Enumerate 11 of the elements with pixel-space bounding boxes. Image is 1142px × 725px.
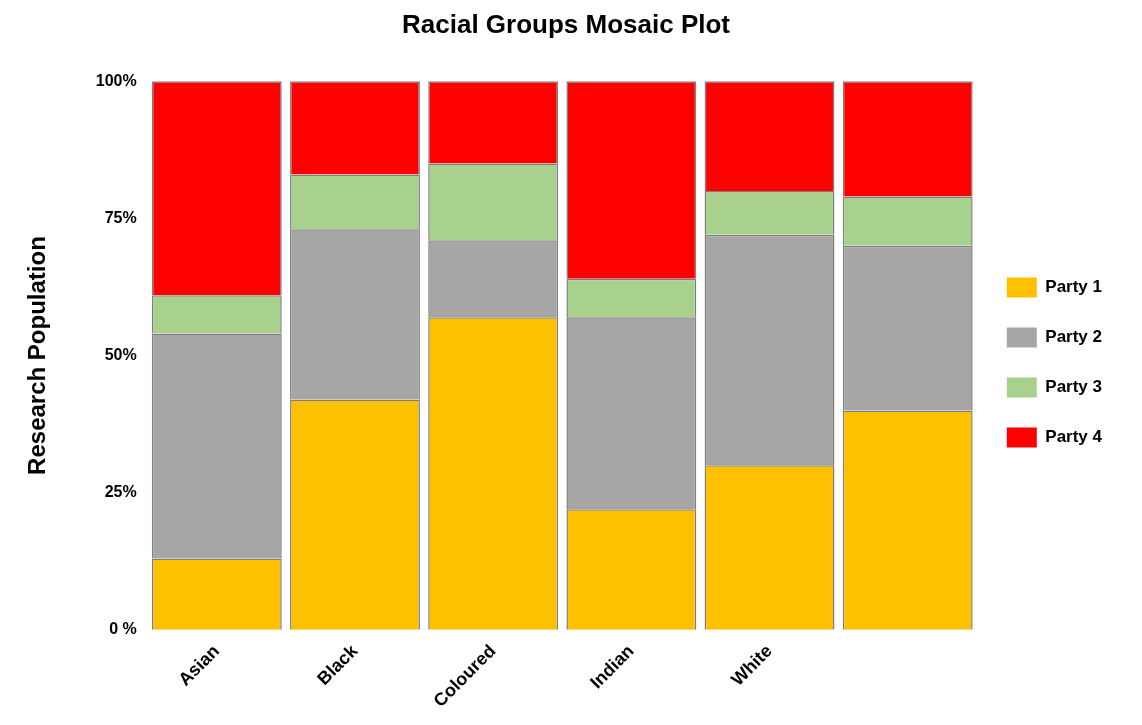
y-tick-label: 25% [104,483,137,501]
legend-label: Party 3 [1045,377,1102,397]
legend-label: Party 4 [1045,427,1103,447]
y-axis-title: Research Population [23,236,51,475]
legend-label: Party 2 [1045,327,1102,347]
y-tick-label: 75% [104,208,137,226]
chart-title: Racial Groups Mosaic Plot [402,8,731,39]
y-tick-label: 100% [95,71,137,89]
legend-label: Party 1 [1045,277,1102,297]
y-tick-label: 0 % [109,620,137,638]
y-tick-label: 50% [104,345,137,363]
